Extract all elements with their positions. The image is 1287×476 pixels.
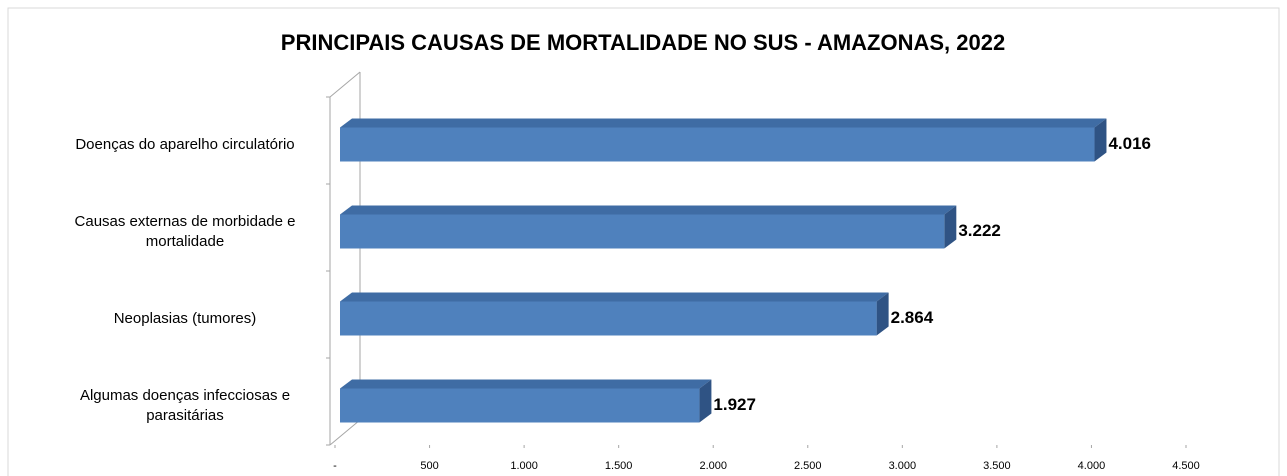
x-tick-label: 4.000 (1078, 460, 1106, 472)
category-label: Doenças do aparelho circulatório (75, 135, 295, 153)
x-tick-label: 2.500 (794, 460, 822, 472)
category-label: Algumas doenças infecciosas e parasitári… (79, 386, 291, 424)
x-tick-label: 500 (420, 460, 438, 472)
x-tick-label: 3.000 (889, 460, 917, 472)
bar-top (340, 292, 889, 302)
value-label: 3.222 (958, 221, 1001, 240)
bar-side (876, 292, 889, 336)
x-tick-label: 1.000 (510, 460, 538, 472)
bar (340, 388, 700, 423)
x-tick-label: 1.500 (605, 460, 633, 472)
x-tick-label: 2.000 (699, 460, 727, 472)
bar-top (340, 118, 1107, 128)
bar-top (340, 205, 957, 215)
bar-top (340, 379, 712, 389)
bar (340, 214, 945, 249)
chart-title: PRINCIPAIS CAUSAS DE MORTALIDADE NO SUS … (281, 30, 1005, 55)
value-label: 2.864 (891, 308, 934, 327)
bar-side (944, 205, 957, 249)
value-label: 4.016 (1108, 134, 1151, 153)
wall-edge (329, 71, 361, 98)
x-tick-label: 3.500 (983, 460, 1011, 472)
bar (340, 127, 1095, 162)
bar-side (1094, 118, 1107, 162)
category-label: Neoplasias (tumores) (113, 309, 257, 327)
floor-edge (329, 419, 361, 446)
x-tick-label: 4.500 (1172, 460, 1200, 472)
x-tick-label: - (333, 460, 337, 472)
bar-side (699, 379, 712, 423)
category-label: Causas externas de morbidade e mortalida… (74, 212, 296, 250)
value-label: 1.927 (713, 395, 756, 414)
bar (340, 301, 877, 336)
